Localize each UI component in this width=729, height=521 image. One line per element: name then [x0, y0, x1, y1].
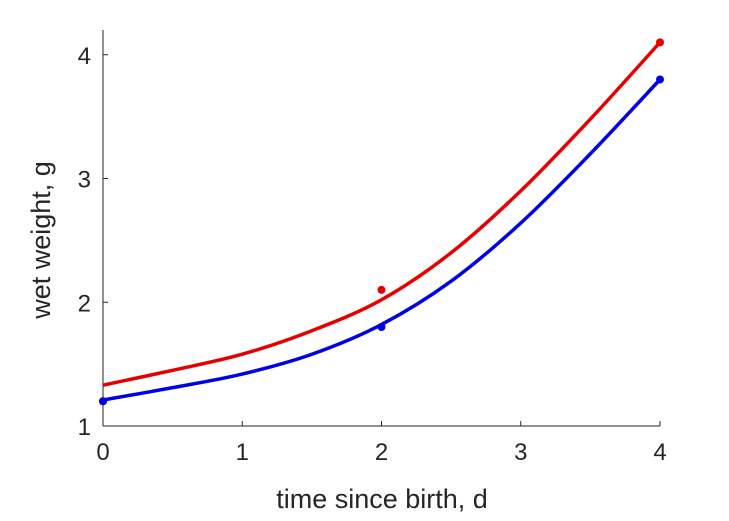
x-tick-label: 4 [653, 439, 666, 466]
x-tick-label: 0 [96, 439, 109, 466]
y-tick-label: 4 [78, 43, 91, 70]
series-1 [99, 75, 664, 406]
x-ticks: 0 1 2 3 4 [96, 421, 667, 466]
x-axis-label: time since birth, d [276, 484, 488, 514]
x-tick-label: 3 [514, 439, 527, 466]
y-tick-label: 3 [78, 167, 91, 194]
y-tick-label: 2 [78, 290, 91, 317]
y-ticks: 1 2 3 4 [78, 43, 108, 441]
data-point [377, 323, 386, 331]
series-0 [99, 38, 664, 406]
data-point [99, 397, 107, 406]
data-point [656, 38, 664, 47]
x-tick-label: 1 [236, 439, 249, 466]
series-line [102, 41, 662, 387]
series-line [102, 78, 662, 402]
y-tick-label: 1 [78, 414, 91, 441]
data-point [656, 75, 664, 84]
series-group [99, 38, 664, 406]
data-point [377, 285, 386, 294]
x-tick-label: 2 [375, 439, 388, 466]
y-axis-label: wet weight, g [26, 161, 56, 320]
